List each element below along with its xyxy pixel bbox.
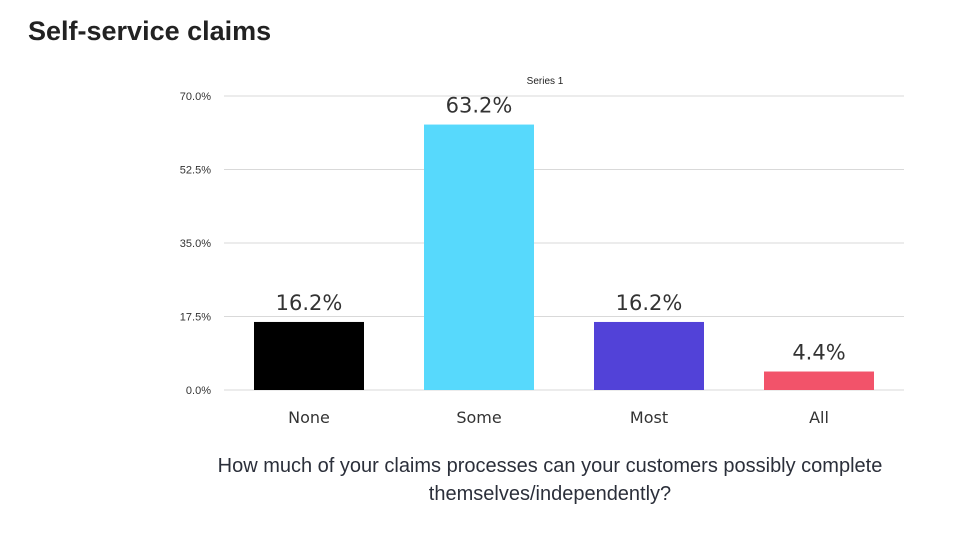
x-tick-label: Some [456, 408, 501, 427]
y-tick-label: 70.0% [180, 91, 211, 103]
y-tick-label: 35.0% [180, 238, 211, 250]
bar-all [764, 371, 874, 390]
y-tick-label: 17.5% [180, 312, 211, 324]
x-tick-label: Most [630, 408, 668, 427]
y-tick-label: 0.0% [186, 385, 211, 397]
bar-none [254, 321, 364, 390]
y-tick-label: 52.5% [180, 165, 211, 177]
chart-question-caption: How much of your claims processes can yo… [217, 455, 883, 505]
data-label: 63.2% [446, 94, 513, 118]
x-tick-label: All [809, 408, 829, 427]
data-label: 16.2% [276, 291, 343, 315]
slide-title: Self-service claims [28, 16, 272, 46]
data-label: 16.2% [616, 291, 683, 315]
x-tick-label: None [288, 408, 330, 427]
bar-some [424, 124, 534, 390]
data-label: 4.4% [792, 341, 845, 365]
legend-series-label: Series 1 [527, 76, 564, 87]
bar-most [594, 321, 704, 390]
